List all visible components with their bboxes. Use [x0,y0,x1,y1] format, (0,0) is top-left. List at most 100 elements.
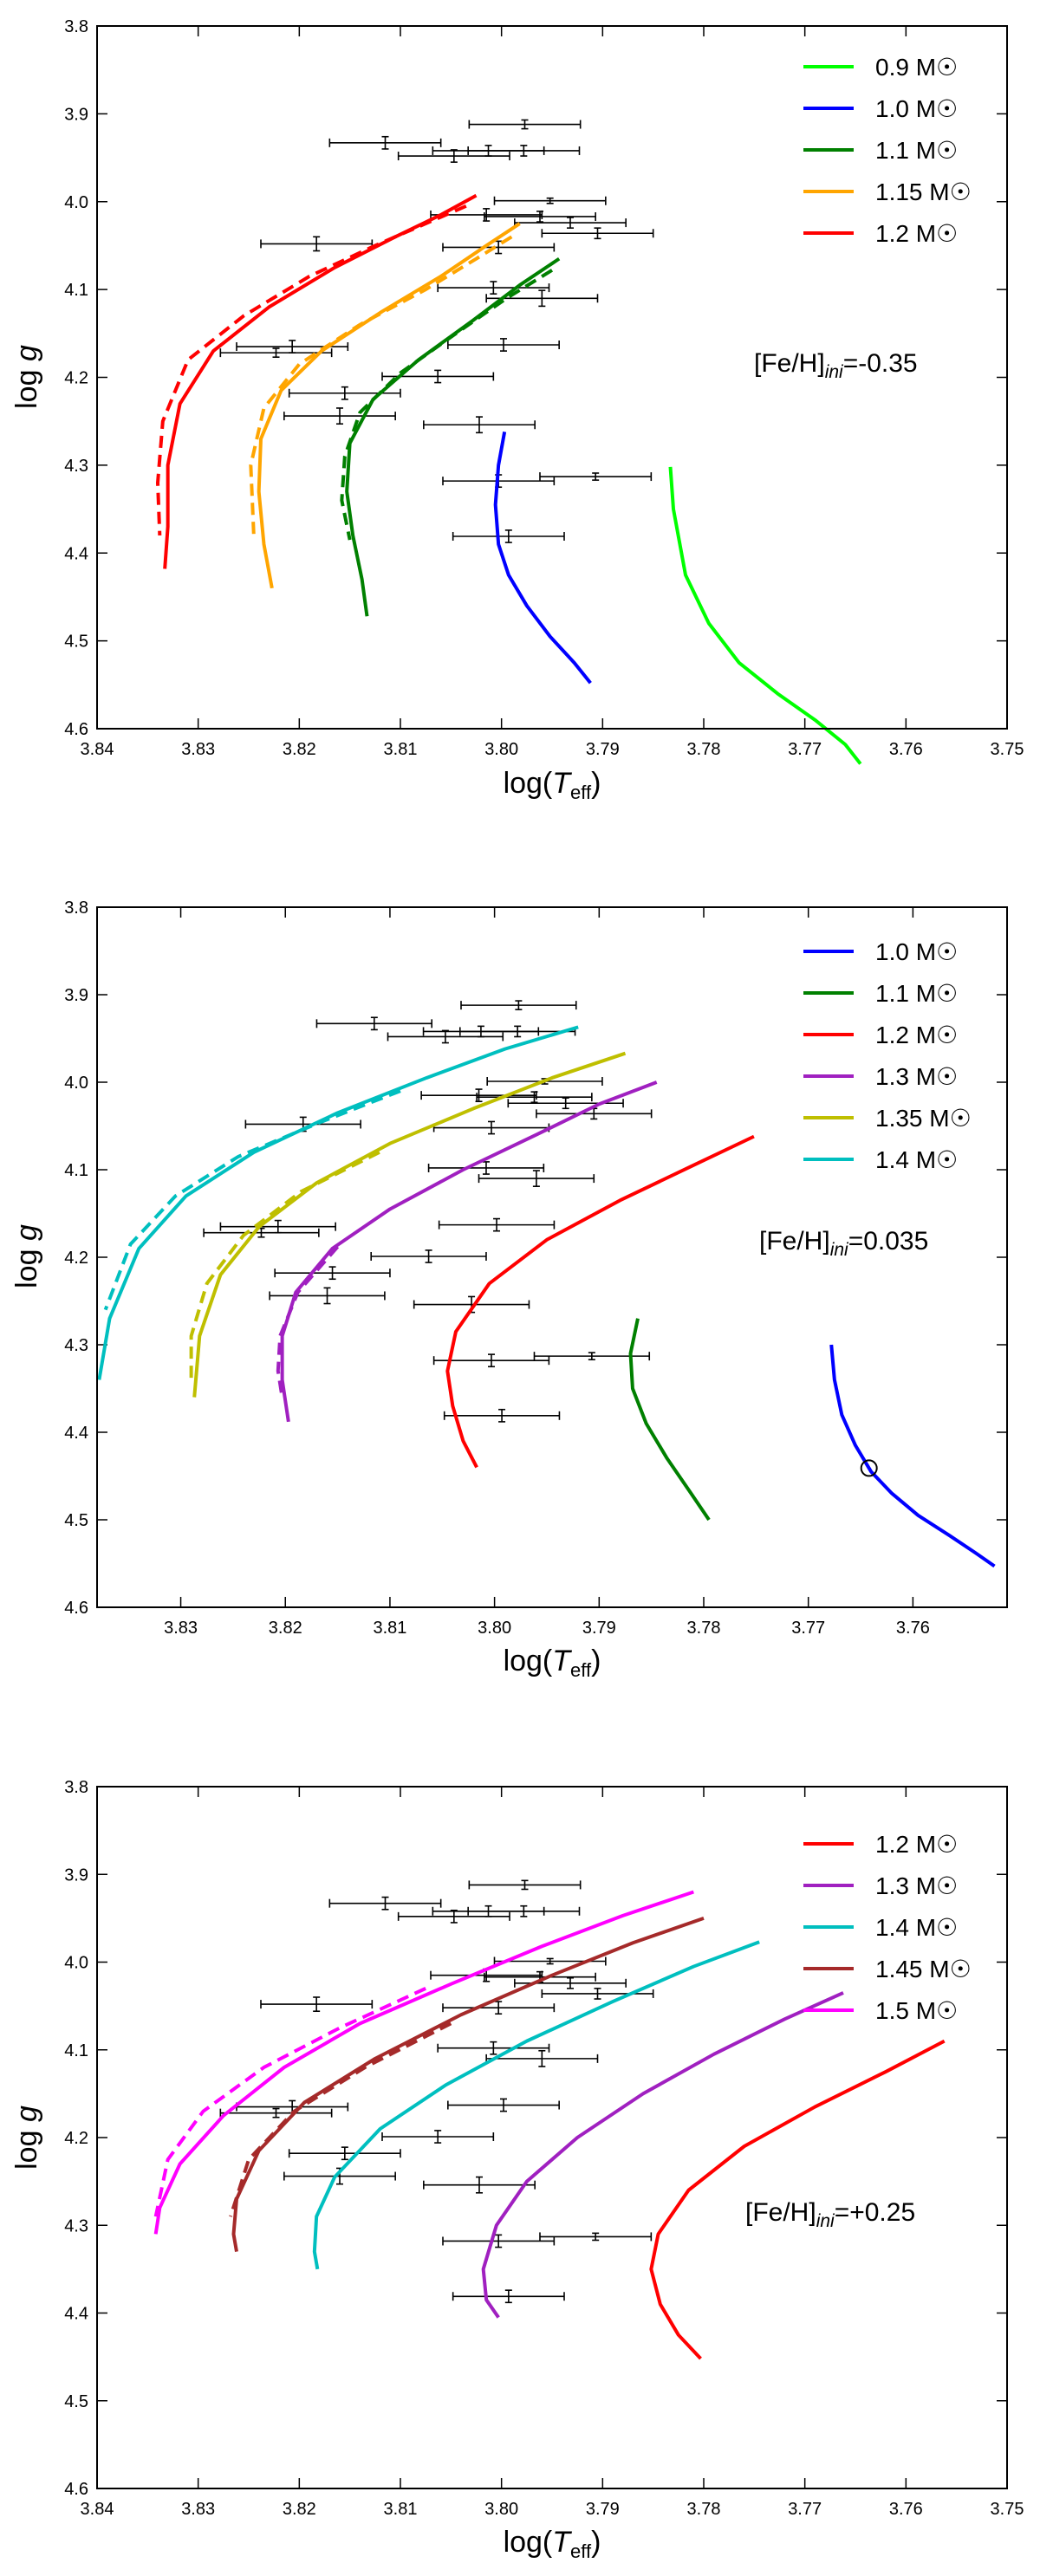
data-point [397,1909,510,1924]
y-tick-label: 3.8 [64,17,88,36]
data-point [328,1896,442,1911]
x-tick-label: 3.77 [788,2500,822,2519]
chart-panel-2: 3.83 3.82 3.81 3.80 3.79 3.78 3.77 3.76 3.8 3.9 4.… [10,899,1008,1681]
data-point [539,472,653,482]
data-point [447,338,560,352]
x-axis-label: log(Teff) [504,1645,601,1681]
data-point [219,347,333,358]
x-tick-label: 3.83 [164,1619,198,1638]
data-point [442,2001,556,2015]
legend-item: 1.3 M☉ [803,1063,958,1090]
x-tick-label: 3.82 [283,740,316,759]
series-track [192,1051,627,1398]
data-point [539,2232,653,2242]
data-point [467,1904,581,1917]
y-tick-label: 4.2 [64,2129,88,2148]
y-tick-label: 3.8 [64,899,88,918]
data-point [219,2107,333,2119]
series-track [668,466,862,765]
y-tick-label: 4.6 [64,1599,88,1618]
data-point [397,149,510,163]
x-tick-label: 3.79 [586,740,620,759]
legend-item: 1.45 M☉ [803,1956,972,1982]
y-tick-label: 4.4 [64,544,88,563]
x-tick-label: 3.83 [181,2500,215,2519]
data-point [420,1088,537,1103]
legend-item: 1.5 M☉ [803,1997,958,2024]
legend: 0.9 M☉ 1.0 M☉ 1.1 M☉ 1.15 M☉ 1.2 M☉ [803,54,972,247]
data-point [437,281,550,295]
series-track-dashed [340,269,554,541]
series-track-dashed [249,235,513,536]
x-tick-label: 3.81 [384,740,418,759]
data-point [315,1016,433,1031]
series-track [257,222,521,589]
data-point [447,2098,560,2112]
legend-label: 1.0 M☉ [875,95,958,122]
x-tick-label: 3.79 [582,1619,616,1638]
y-tick-label: 4.3 [64,457,88,476]
y-tick-label: 4.4 [64,1424,88,1443]
x-axis-label: log(Teff) [504,2526,601,2562]
x-tick-label: 3.76 [896,1619,930,1638]
series-track-dashed [276,1245,340,1398]
legend-label: 1.45 M☉ [875,1956,972,1982]
legend-label: 1.3 M☉ [875,1872,958,1899]
legend-label: 1.5 M☉ [875,1997,958,2024]
plot-frame [96,906,1008,1608]
chart-annotation: [Fe/H]ini=+0.25 [745,2198,915,2231]
x-tick-label: 3.82 [283,2500,316,2519]
data-point [432,1120,550,1135]
data-point [370,1249,487,1263]
series-track [493,431,592,685]
x-tick-label: 3.78 [687,2500,721,2519]
x-tick-label: 3.79 [586,2500,620,2519]
y-tick-label: 4.1 [64,2041,88,2060]
data-point [328,135,442,150]
legend-label: 1.2 M☉ [875,220,958,247]
legend-item: 1.2 M☉ [803,220,958,247]
data-point [467,145,581,157]
y-tick-label: 4.5 [64,633,88,652]
y-tick-label: 4.1 [64,1161,88,1180]
data-point [413,1295,530,1314]
legend-item: 1.4 M☉ [803,1914,958,1941]
legend-label: 1.2 M☉ [875,1831,958,1858]
x-tick-label: 3.81 [384,2500,418,2519]
series-track [345,256,561,617]
legend-item: 1.0 M☉ [803,938,958,965]
x-tick-label: 3.77 [791,1619,825,1638]
legend-item: 1.0 M☉ [803,95,958,122]
y-tick-label: 4.0 [64,1954,88,1973]
series-track [445,1134,755,1469]
series-track-dashed [229,2021,452,2217]
series-track [481,1991,844,2319]
y-tick-label: 4.5 [64,1511,88,1530]
x-tick-label: 3.80 [484,2500,518,2519]
y-tick-label: 4.4 [64,2305,88,2324]
x-tick-label: 3.75 [991,740,1024,759]
x-tick-label: 3.76 [889,2500,923,2519]
legend-label: 1.0 M☉ [875,938,958,965]
data-point [430,208,543,222]
legend-label: 1.1 M☉ [875,980,958,1007]
y-tick-label: 4.0 [64,193,88,212]
series-track-dashed [155,204,467,536]
y-tick-label: 4.5 [64,2392,88,2411]
data-point [493,196,607,205]
data-point [274,1266,391,1281]
data-point [514,217,627,229]
legend-label: 0.9 M☉ [875,54,958,81]
legend-label: 1.15 M☉ [875,178,972,205]
y-tick-label: 4.2 [64,369,88,388]
legend-item: 1.1 M☉ [803,137,958,164]
x-tick-label: 3.84 [81,2500,114,2519]
data-point [381,2130,495,2144]
data-point [443,1408,561,1423]
legend: 1.0 M☉ 1.1 M☉ 1.2 M☉ 1.3 M☉ 1.35 M☉ 1.4 M☉ [803,938,972,1173]
x-axis-label: log(Teff) [504,767,601,803]
y-tick-label: 3.9 [64,986,88,1005]
data-point [423,416,536,434]
data-point [260,236,374,252]
